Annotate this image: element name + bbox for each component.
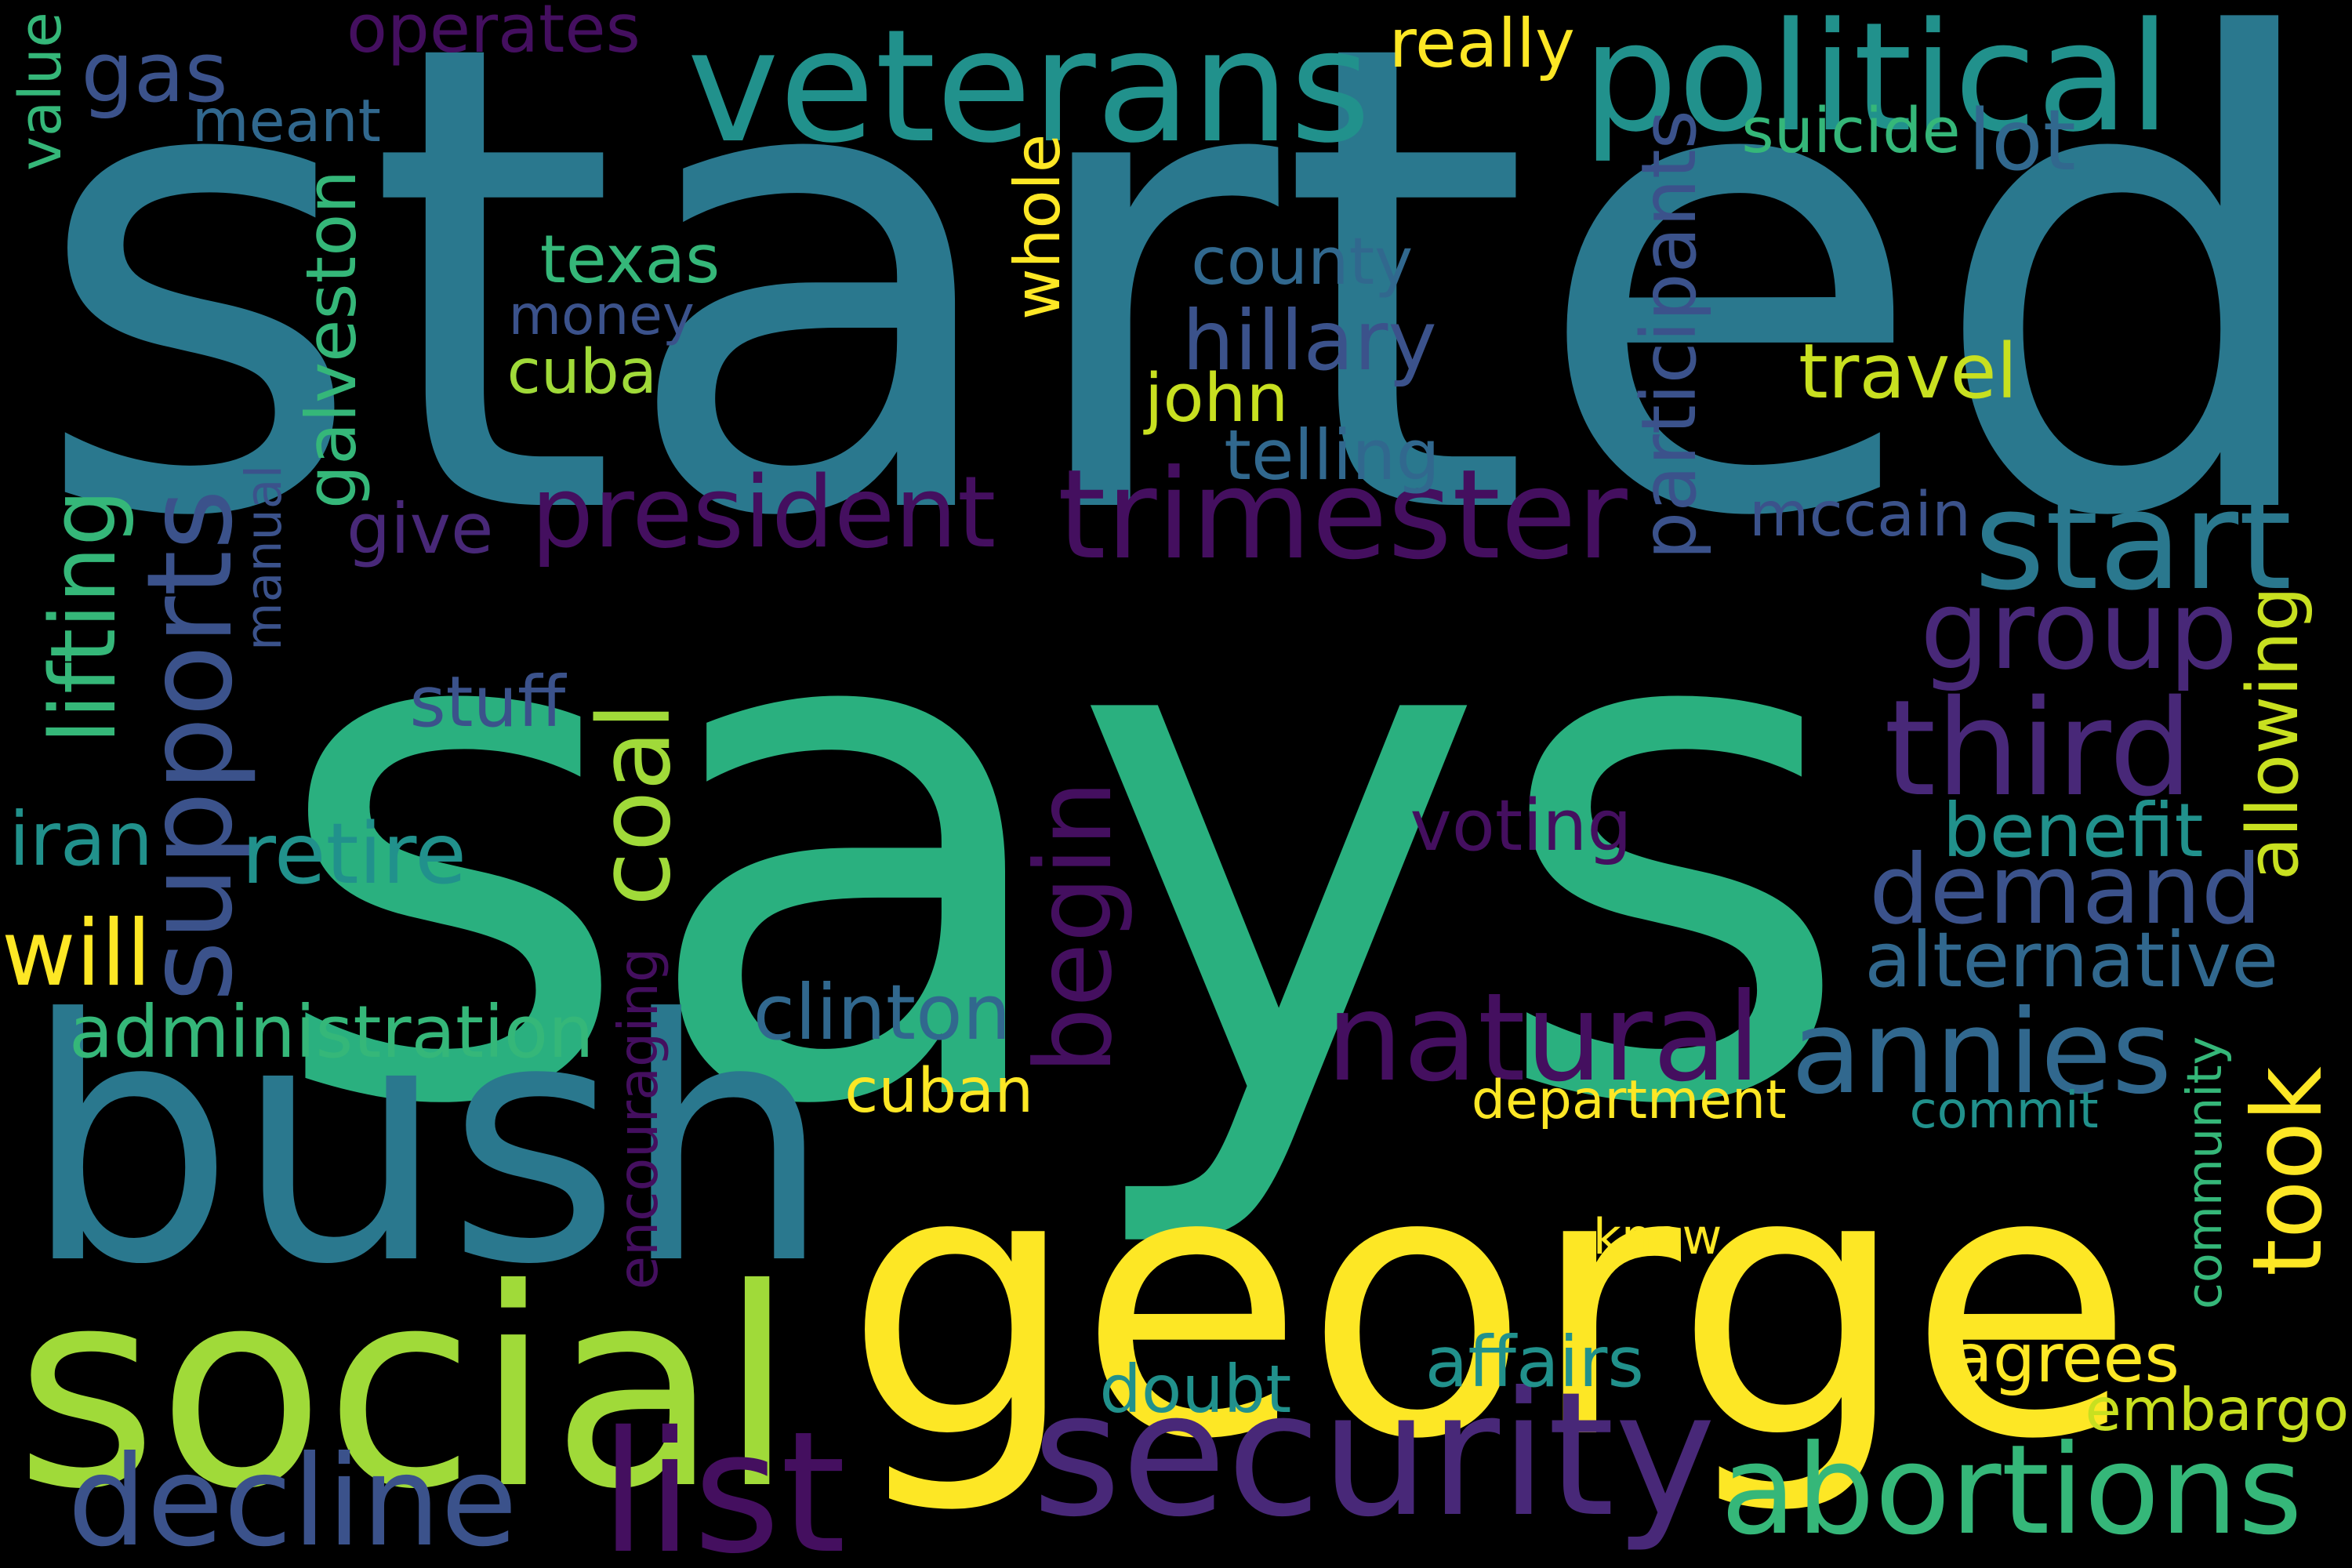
cloud-word-retire: retire [241, 805, 466, 903]
cloud-word-voting: voting [1410, 785, 1632, 868]
cloud-word-know: know [1592, 1208, 1722, 1266]
cloud-word-manual: manual [234, 465, 293, 652]
cloud-word-list: list [600, 1396, 847, 1568]
cloud-word-mccain: mccain [1748, 477, 1971, 550]
cloud-word-says: says [267, 434, 1857, 1259]
cloud-word-embargo: embargo [2085, 1374, 2350, 1444]
cloud-word-administration: administration [69, 989, 594, 1075]
cloud-word-group: group [1919, 565, 2238, 694]
cloud-word-trimester: trimester [1057, 444, 1628, 588]
cloud-word-took: took [2231, 1066, 2343, 1277]
cloud-word-encouraging: encouraging [607, 948, 671, 1290]
cloud-word-john: john [1144, 360, 1289, 438]
cloud-word-commit: commit [1909, 1081, 2099, 1140]
cloud-word-political: political [1582, 0, 2171, 165]
cloud-word-value: value [5, 12, 74, 172]
cloud-word-alternative: alternative [1864, 914, 2279, 1004]
cloud-word-really: really [1388, 5, 1575, 84]
cloud-word-affairs: affairs [1425, 1322, 1644, 1404]
cloud-word-hillary: hillary [1181, 292, 1437, 389]
cloud-word-stuff: stuff [409, 660, 566, 742]
cloud-word-social: social [15, 1231, 796, 1550]
cloud-word-coal: coal [575, 702, 692, 906]
cloud-word-lot: lot [1968, 92, 2076, 191]
cloud-word-abortions: abortions [1720, 1418, 2303, 1563]
cloud-word-annies: annies [1791, 985, 2172, 1120]
cloud-word-give: give [346, 488, 494, 570]
cloud-word-whole: whole [1000, 133, 1074, 320]
cloud-word-travel: travel [1798, 328, 2018, 416]
cloud-word-suicide: suicide [1741, 93, 1961, 167]
cloud-word-third: third [1884, 671, 2194, 826]
cloud-word-george: george [844, 1090, 2135, 1519]
cloud-word-telling: telling [1224, 415, 1440, 496]
cloud-word-operates: operates [346, 0, 641, 68]
cloud-word-texas: texas [539, 220, 720, 298]
cloud-word-iran: iran [9, 796, 154, 883]
cloud-word-allowing: allowing [2232, 586, 2315, 881]
cloud-word-meant: meant [191, 86, 381, 155]
cloud-word-begin: begin [1012, 779, 1135, 1074]
cloud-word-veterans: veterans [687, 0, 1371, 177]
cloud-word-county: county [1191, 223, 1414, 300]
cloud-word-doubt: doubt [1099, 1350, 1292, 1428]
cloud-word-demand: demand [1868, 833, 2263, 946]
cloud-word-gas: gas [81, 24, 228, 122]
cloud-word-agrees: agrees [1951, 1319, 2180, 1398]
cloud-word-department: department [1471, 1069, 1787, 1132]
cloud-word-money: money [508, 285, 695, 348]
cloud-word-benefit: benefit [1942, 787, 2204, 874]
cloud-word-galveston: galveston [290, 169, 372, 509]
cloud-word-start: start [1973, 461, 2292, 621]
cloud-word-community: community [2176, 1036, 2233, 1310]
cloud-word-clinton: clinton [753, 967, 1011, 1057]
cloud-word-decline: decline [67, 1428, 517, 1568]
cloud-word-natural: natural [1326, 967, 1762, 1109]
cloud-word-security: security [1032, 1354, 1716, 1555]
cloud-word-participants: participants [1624, 109, 1714, 560]
cloud-word-started: started [30, 0, 2337, 657]
cloud-word-bush: bush [22, 947, 833, 1338]
cloud-word-president: president [531, 455, 996, 571]
cloud-word-cuba: cuba [506, 336, 657, 408]
cloud-word-lifting: lifting [31, 488, 136, 744]
cloud-word-cuban: cuban [844, 1054, 1034, 1127]
cloud-word-will: will [1, 900, 152, 1007]
